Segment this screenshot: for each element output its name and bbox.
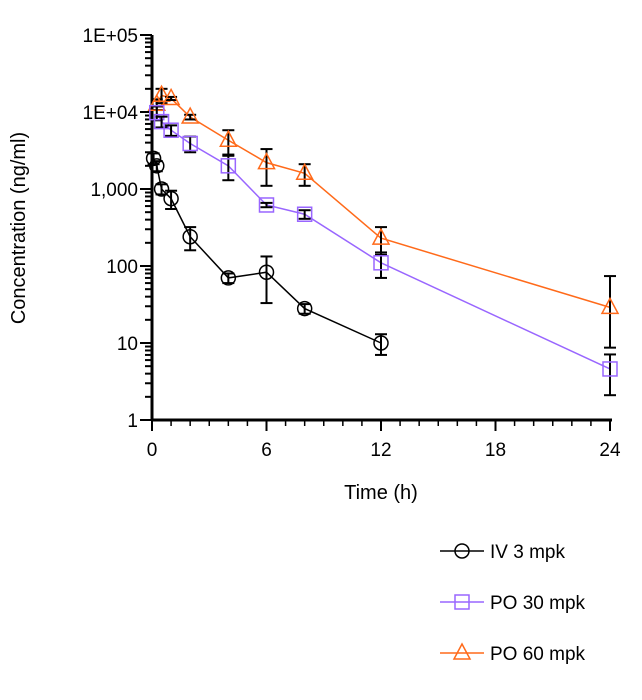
data-point-square <box>296 206 313 222</box>
y-tick-label: 1 <box>127 411 138 432</box>
y-axis-label: Concentration (ng/ml) <box>8 132 30 324</box>
series-line <box>156 112 611 370</box>
y-tick-label: 1,000 <box>90 180 138 201</box>
y-tick-label: 100 <box>106 257 138 278</box>
data-point-triangle <box>295 162 314 181</box>
data-point-triangle <box>600 296 620 315</box>
legend-label: PO 30 mpk <box>490 593 586 614</box>
data-point-triangle <box>257 152 276 170</box>
data-point-square <box>182 135 198 152</box>
data-point-circle <box>258 264 275 280</box>
data-point-circle <box>220 270 237 286</box>
data-point-triangle <box>161 87 181 106</box>
data-point-square <box>163 122 179 138</box>
data-point-circle <box>163 190 179 207</box>
data-point-square <box>153 113 170 130</box>
x-tick-label: 6 <box>261 440 272 461</box>
series-circle <box>145 150 389 356</box>
legend-item: PO 30 mpk <box>440 593 586 614</box>
data-point-triangle <box>152 84 171 103</box>
data-point-square <box>220 158 237 174</box>
legend-label: IV 3 mpk <box>490 542 565 563</box>
y-tick-label: 1E+05 <box>83 26 138 47</box>
data-point-square <box>258 197 275 213</box>
data-point-triangle <box>180 106 200 124</box>
x-tick-label: 12 <box>370 440 391 461</box>
series-line <box>156 94 611 309</box>
legend-item: PO 60 mpk <box>440 642 586 665</box>
x-tick-label: 24 <box>599 440 621 461</box>
data-point-circle <box>296 300 313 317</box>
data-point-triangle <box>452 642 472 660</box>
legend-item: IV 3 mpk <box>440 542 565 563</box>
data-point-circle <box>153 181 170 197</box>
series-triangle <box>147 84 620 349</box>
x-tick-label: 0 <box>147 440 158 461</box>
data-point-circle <box>182 228 198 245</box>
x-tick-label: 18 <box>485 440 506 461</box>
x-axis-label: Time (h) <box>344 482 418 504</box>
data-point-square <box>149 104 165 121</box>
data-point-triangle <box>371 227 391 245</box>
data-point-square <box>602 361 618 377</box>
data-point-circle <box>454 543 470 559</box>
data-point-circle <box>149 158 165 174</box>
legend-label: PO 60 mpk <box>490 644 586 665</box>
data-point-triangle <box>219 129 238 147</box>
y-tick-label: 10 <box>117 334 138 355</box>
data-point-circle <box>145 150 162 167</box>
data-point-square <box>373 255 389 271</box>
data-point-circle <box>373 335 389 351</box>
y-tick-label: 1E+04 <box>83 103 139 124</box>
series-square <box>149 104 618 397</box>
data-point-square <box>454 594 470 610</box>
